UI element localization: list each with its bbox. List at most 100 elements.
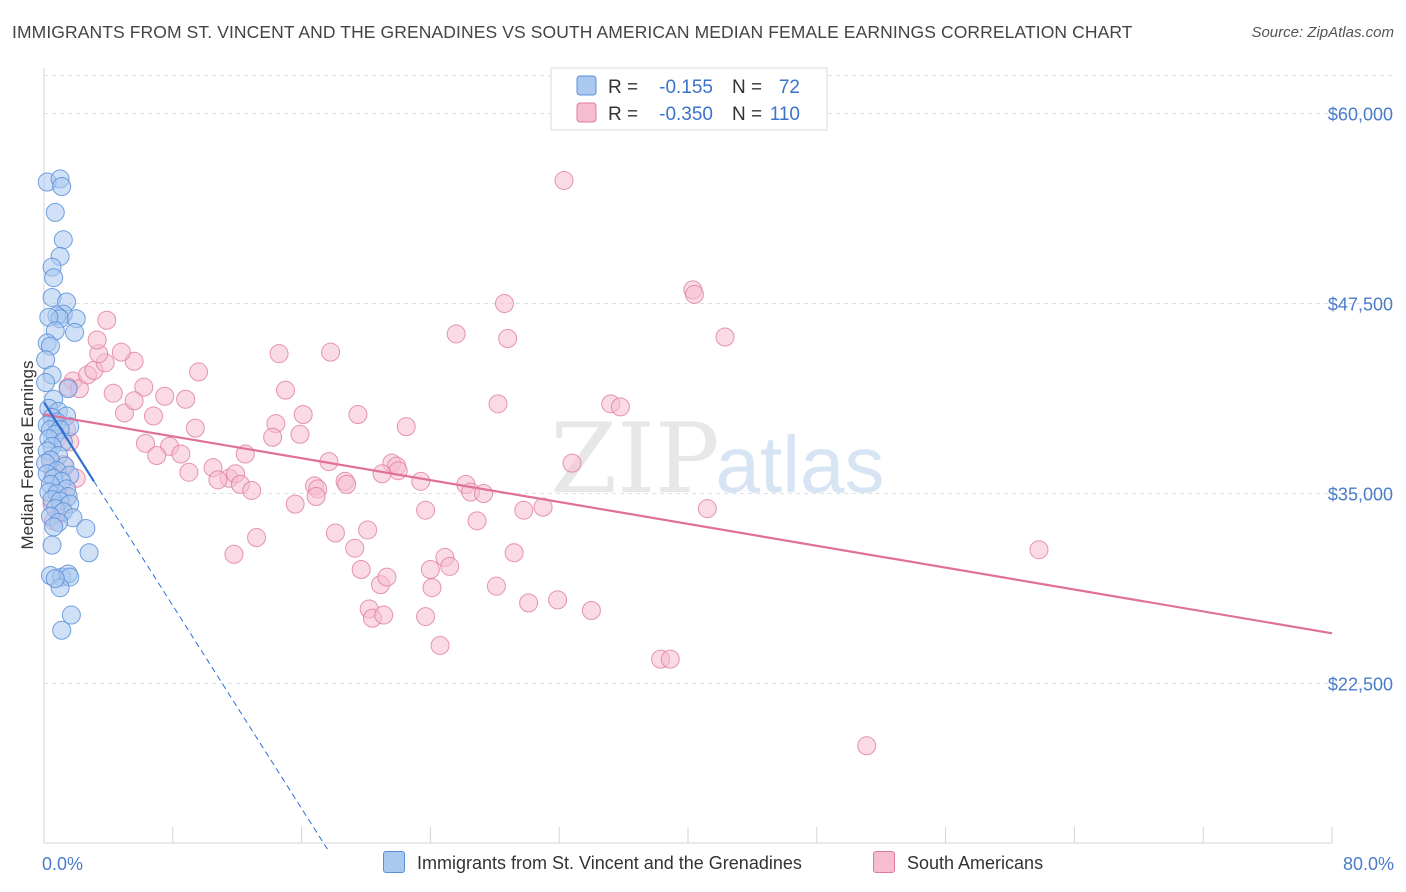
south-americans-point — [293, 404, 313, 424]
south-americans-point — [440, 556, 460, 576]
south-americans-point — [103, 383, 123, 403]
south-americans-point — [1029, 540, 1049, 560]
south-americans-point — [715, 327, 735, 347]
south-americans-point — [155, 386, 175, 406]
south-americans-point — [857, 736, 877, 756]
x-tick-label: 80.0% — [1343, 854, 1394, 874]
legend-row2-r-label: R = — [608, 104, 638, 125]
immigrants-point — [79, 543, 99, 563]
south-americans-point — [143, 406, 163, 426]
south-americans-point — [185, 418, 205, 438]
south-americans-point — [374, 605, 394, 625]
south-americans-point — [430, 635, 450, 655]
legend-label-south-americans: South Americans — [907, 853, 1044, 873]
legend-label-immigrants: Immigrants from St. Vincent and the Gren… — [417, 853, 802, 873]
legend-row2-n-label: N = — [732, 104, 762, 125]
legend-row1-r-value: -0.155 — [659, 77, 713, 98]
south-americans-point — [416, 500, 436, 520]
south-americans-point — [134, 377, 154, 397]
legend-row1-n-value: 72 — [779, 77, 800, 98]
south-americans-point — [124, 391, 144, 411]
south-americans-points — [40, 170, 1049, 756]
immigrants-points — [36, 169, 99, 640]
south-americans-point — [610, 397, 630, 417]
south-americans-point — [581, 601, 601, 620]
south-americans-point — [176, 389, 196, 409]
south-americans-point — [247, 528, 267, 548]
south-americans-point — [388, 461, 408, 481]
south-americans-point — [514, 500, 534, 520]
immigrants-point — [44, 268, 64, 288]
legend-swatch-blue — [383, 851, 405, 873]
legend-row1-n-label: N = — [732, 77, 762, 98]
south-americans-point — [208, 470, 228, 490]
y-tick-labels: $22,500 $35,000 $47,500 $60,000 — [1328, 105, 1393, 695]
south-americans-point — [416, 607, 436, 627]
south-americans-point — [147, 446, 167, 465]
south-americans-point — [135, 433, 155, 453]
south-americans-point — [358, 520, 378, 540]
immigrants-trendline-extension — [93, 481, 328, 850]
south-americans-point — [242, 480, 262, 500]
chart-title: IMMIGRANTS FROM ST. VINCENT AND THE GREN… — [12, 22, 1133, 42]
immigrants-point — [36, 373, 56, 393]
watermark-atlas: atlas — [716, 420, 885, 509]
south-americans-point — [494, 294, 514, 314]
south-americans-point — [351, 559, 371, 579]
legend-top-box — [550, 67, 828, 131]
immigrants-point — [52, 620, 72, 640]
chart-source: Source: ZipAtlas.com — [1251, 24, 1394, 41]
south-americans-point — [684, 284, 704, 304]
immigrants-point — [53, 230, 73, 250]
immigrants-point — [76, 518, 96, 538]
immigrants-point — [42, 535, 62, 555]
y-tick-label: $60,000 — [1328, 105, 1393, 125]
south-americans-point — [348, 404, 368, 424]
south-americans-point — [97, 310, 117, 330]
south-americans-point — [519, 593, 539, 613]
immigrants-point — [58, 379, 78, 399]
legend-row2-r-value: -0.350 — [659, 104, 713, 125]
south-americans-point — [697, 499, 717, 519]
immigrants-point — [52, 177, 72, 197]
south-americans-point — [467, 511, 487, 531]
south-americans-point — [306, 487, 326, 507]
immigrants-point — [44, 517, 64, 537]
south-americans-point — [124, 351, 144, 371]
legend-top-swatch-blue — [576, 75, 597, 96]
x-tick-labels: 0.0% 80.0% — [42, 854, 1394, 874]
south-americans-point — [263, 427, 283, 447]
legend-row2-n-value: 110 — [770, 104, 800, 125]
south-americans-point — [420, 559, 440, 579]
south-americans-point — [285, 494, 305, 514]
south-americans-point — [290, 424, 310, 444]
legend-top-swatch-pink — [576, 102, 597, 123]
y-tick-label: $22,500 — [1328, 674, 1393, 694]
south-americans-point — [325, 523, 345, 543]
south-americans-point — [377, 567, 397, 587]
south-americans-point — [562, 453, 582, 473]
south-americans-point — [321, 342, 341, 362]
immigrants-point — [61, 605, 81, 625]
y-tick-label: $47,500 — [1328, 295, 1393, 315]
south-americans-point — [660, 649, 680, 669]
south-americans-point — [498, 328, 518, 348]
immigrants-point — [65, 322, 85, 342]
south-americans-point — [411, 471, 431, 491]
south-americans-point — [446, 324, 466, 344]
south-americans-point — [345, 538, 365, 558]
south-americans-point — [171, 444, 191, 464]
south-americans-point — [224, 544, 244, 564]
legend-row1-r-label: R = — [608, 77, 638, 98]
y-tick-label: $35,000 — [1328, 484, 1393, 504]
legend-item-immigrants: Immigrants from St. Vincent and the Gren… — [383, 851, 802, 874]
south-americans-point — [276, 380, 295, 400]
immigrants-trendline — [43, 401, 95, 482]
watermark: ZIP atlas — [550, 403, 884, 515]
legend-top: R = -0.155 N = 72 R = -0.350 N = 110 — [550, 67, 828, 131]
south-americans-point — [486, 576, 506, 596]
y-axis-label: Median Female Earnings — [18, 361, 37, 550]
south-americans-point — [554, 170, 574, 190]
trendlines — [43, 401, 1333, 850]
